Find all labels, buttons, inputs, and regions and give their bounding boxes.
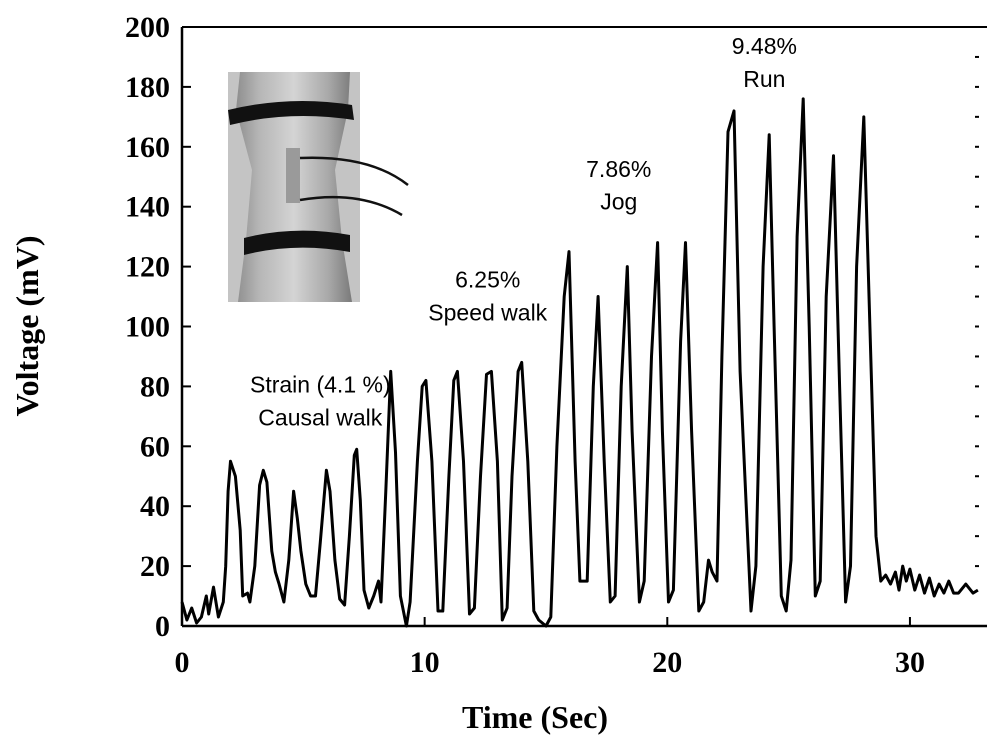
y-tick-label: 20 — [140, 550, 170, 583]
y-tick-label: 160 — [125, 131, 170, 164]
y-tick-label: 100 — [125, 311, 170, 344]
annotation-label: Causal walk — [258, 404, 382, 430]
annotation-label: 6.25% — [455, 267, 520, 293]
y-tick-label: 200 — [125, 11, 170, 44]
x-tick-label: 30 — [895, 646, 925, 679]
annotation-label: Jog — [600, 189, 637, 215]
y-tick-label: 180 — [125, 71, 170, 104]
y-tick-label: 40 — [140, 490, 170, 523]
y-axis-title: Voltage (mV) — [9, 236, 45, 417]
x-tick-label: 10 — [410, 646, 440, 679]
annotation-label: Run — [743, 66, 785, 92]
annotation-label: Strain (4.1 %) — [250, 371, 391, 397]
y-axis-ticks: 0 20 40 60 80 100 120 140 160 180 200 — [125, 11, 191, 643]
annotation-label: 7.86% — [586, 156, 651, 182]
annotations: Strain (4.1 %) Causal walk 6.25% Speed walk… — [250, 33, 797, 430]
y-tick-label: 120 — [125, 251, 170, 284]
y-tick-label: 140 — [125, 191, 170, 224]
x-tick-label: 0 — [175, 646, 190, 679]
annotation-label: 9.48% — [732, 33, 797, 59]
x-axis-title: Time (Sec) — [462, 699, 608, 735]
right-axis-ticks — [975, 55, 979, 568]
y-tick-label: 0 — [155, 610, 170, 643]
inset-photo — [228, 72, 409, 302]
annotation-label: Speed walk — [428, 300, 547, 326]
y-tick-label: 60 — [140, 430, 170, 463]
x-tick-label: 20 — [652, 646, 682, 679]
y-tick-label: 80 — [140, 370, 170, 403]
x-axis-ticks: 0 10 20 30 — [175, 617, 925, 679]
voltage-series-line — [180, 97, 979, 628]
